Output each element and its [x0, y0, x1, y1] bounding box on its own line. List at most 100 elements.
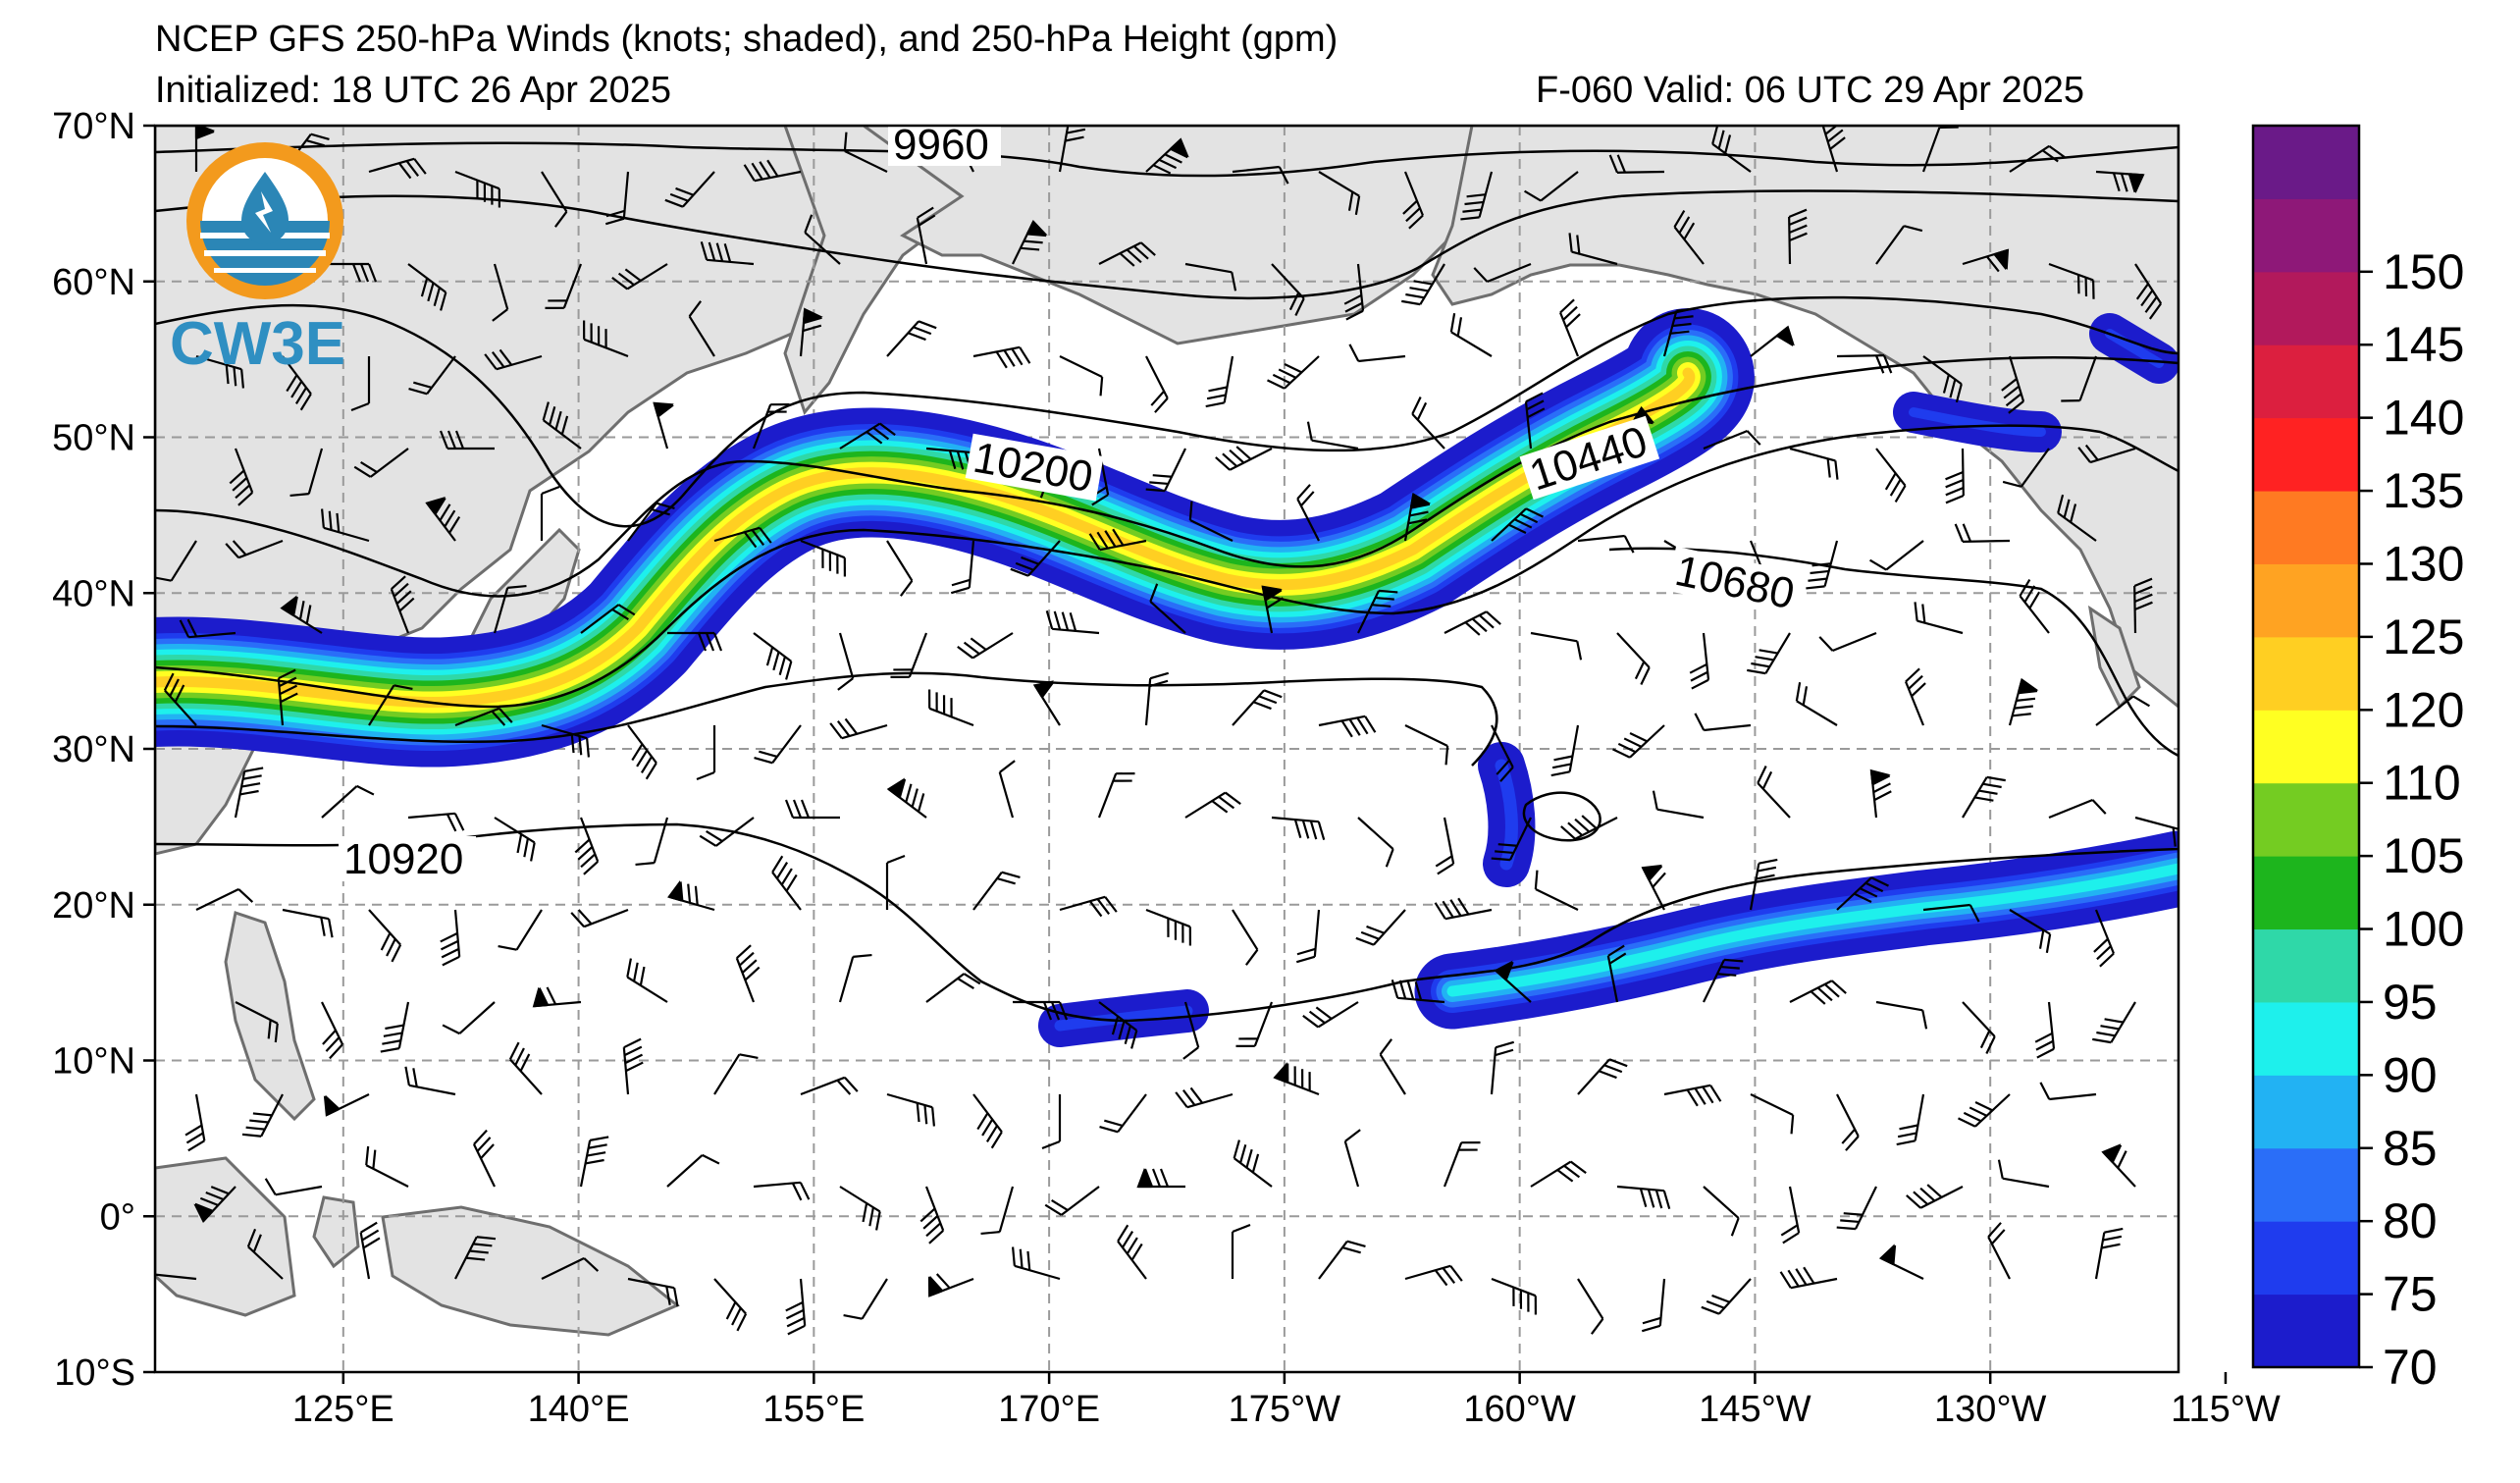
wind-barb — [1391, 979, 1445, 1004]
wind-barb — [2048, 262, 2095, 299]
lon-label: 175°W — [1229, 1389, 1341, 1430]
wind-barb — [1261, 585, 1284, 634]
height-contours — [155, 141, 2179, 1023]
wind-barb — [1444, 610, 1501, 636]
wind-barb — [1348, 344, 1406, 363]
lon-label: 155°E — [762, 1389, 865, 1430]
wind-barb — [664, 171, 715, 208]
wind-barb — [2002, 448, 2050, 488]
wind-barb — [2094, 1227, 2124, 1280]
wind-barb — [1560, 815, 1618, 840]
land-borneo — [155, 1156, 296, 1317]
lon-label: 130°W — [1934, 1389, 2047, 1430]
wind-barb — [541, 171, 568, 228]
wind-barb — [1875, 1000, 1928, 1030]
wind-barb — [2009, 909, 2052, 953]
wind-barb — [838, 953, 872, 1003]
wind-barb — [1568, 233, 1618, 266]
wind-barb — [916, 206, 936, 265]
wind-barb — [735, 944, 761, 1003]
wind-barb — [1869, 768, 1892, 819]
colorbar-label: 70 — [2383, 1340, 2438, 1395]
colorbar-segment — [2253, 636, 2359, 711]
wind-barb — [1577, 1058, 1628, 1095]
wind-barb — [225, 539, 284, 559]
colorbar-segment — [2253, 1001, 2359, 1076]
wind-barb — [1295, 909, 1321, 964]
wind-barb — [454, 1236, 497, 1280]
wind-barb — [574, 817, 600, 875]
colorbar-label: 80 — [2383, 1193, 2438, 1248]
wind-barb — [1235, 1001, 1274, 1047]
colorbar-label: 90 — [2383, 1047, 2438, 1102]
wind-barb — [1703, 429, 1761, 450]
wind-barb — [407, 263, 447, 311]
wind-barb — [1012, 219, 1048, 265]
wind-barb — [407, 812, 465, 832]
wind-barb — [579, 1136, 609, 1188]
wind-barb — [1059, 355, 1104, 397]
wind-barb — [1491, 817, 1532, 862]
contour-closed-low — [1522, 791, 1601, 842]
wind-barb — [320, 508, 370, 543]
wind-barb — [368, 909, 402, 963]
wind-barb — [472, 1129, 496, 1188]
contour-10200 — [155, 355, 2179, 598]
lon-label: 160°W — [1463, 1389, 1576, 1430]
wind-barb — [440, 909, 461, 967]
wind-barb — [1490, 1040, 1515, 1095]
wind-barb — [1098, 1001, 1138, 1049]
colorbar-segment — [2253, 856, 2359, 930]
contour-b — [155, 295, 2179, 528]
wind-barb — [1789, 447, 1839, 480]
wind-barb — [1136, 1167, 1185, 1189]
wind-barb — [1357, 817, 1394, 868]
wind-barb — [542, 401, 582, 450]
wind-barb — [1434, 897, 1493, 921]
wind-barb — [493, 584, 527, 634]
lon-label: 115°W — [2171, 1389, 2281, 1430]
wind-barb — [1491, 507, 1544, 542]
wind-barb — [1875, 448, 1907, 503]
wind-barb — [843, 132, 888, 173]
wind-barb — [408, 355, 456, 396]
wind-barb — [1806, 540, 1839, 590]
lon-label: 140°E — [528, 1389, 630, 1430]
lat-label: 50°N — [52, 418, 135, 459]
wind-barb — [1184, 262, 1237, 291]
wind-barb — [627, 1277, 679, 1307]
wind-barb — [2095, 695, 2150, 726]
wind-barb — [580, 604, 636, 634]
colorbar-label: 85 — [2383, 1121, 2438, 1176]
colorbar-segment — [2253, 563, 2359, 638]
wind-barb — [321, 1001, 344, 1060]
wind-barb — [1145, 355, 1169, 413]
wind-barb — [1954, 523, 2011, 543]
colorbar-segment — [2253, 710, 2359, 784]
longitude-axis: 125°E 140°E 155°E 170°E 175°W 160°W 145°W 130°W… — [292, 1372, 2281, 1430]
jet-band — [1446, 863, 2179, 997]
wind-barb — [1058, 126, 1087, 173]
wind-barb — [282, 355, 312, 411]
wind-barb — [540, 485, 560, 541]
wind-barb — [277, 668, 298, 726]
colorbar-segment — [2253, 782, 2359, 857]
wind-barb — [1491, 724, 1514, 782]
wind-barb — [194, 126, 216, 172]
wind-barb — [1379, 1038, 1406, 1095]
wind-barb — [635, 817, 669, 867]
wind-barb — [1032, 680, 1061, 726]
wind-barb — [1945, 448, 1965, 504]
colorbar-label: 95 — [2383, 975, 2438, 1030]
wind-barb — [353, 448, 409, 478]
wind-barb — [1906, 1184, 1964, 1209]
wind-barb — [545, 263, 583, 309]
wind-barb — [235, 1001, 279, 1043]
wind-barb — [2134, 263, 2163, 320]
wind-barb — [837, 632, 855, 691]
wind-barb — [1757, 766, 1791, 819]
wind-barb — [1318, 1240, 1366, 1280]
wind-barb — [972, 1093, 1003, 1149]
colorbar-label: 135 — [2383, 463, 2464, 518]
